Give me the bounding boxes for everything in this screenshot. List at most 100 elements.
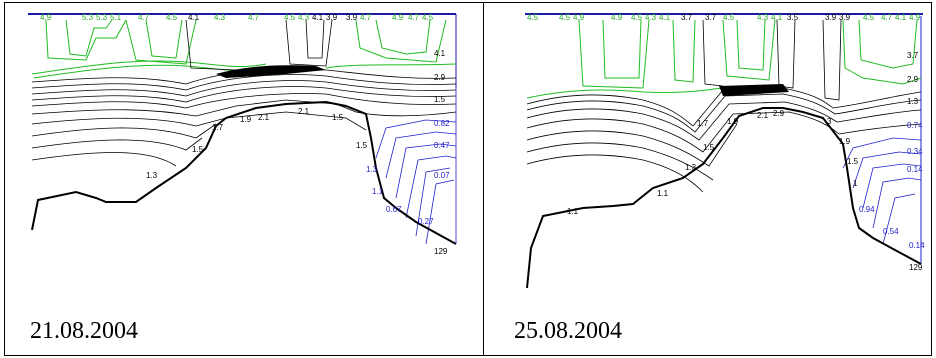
- inner-label: 2.1: [757, 111, 769, 120]
- top-label: 4.9: [573, 13, 585, 22]
- inner-label: 1.5: [847, 157, 859, 166]
- top-label: 4.5: [559, 13, 571, 22]
- top-label: 4.9: [392, 13, 404, 22]
- top-label: 4.7: [881, 13, 893, 22]
- dense-band: [719, 84, 789, 96]
- inner-label: 1: [853, 179, 858, 188]
- inner-label-group: 1.7 1.9 2.1 2.9 1.5 1.3 1.1 1.1 3 1.9 1.…: [567, 109, 925, 272]
- right-label-group: 4.1 2.9 1.5 0.82 0.47 0.07: [434, 49, 450, 180]
- top-label: 4.3: [645, 13, 657, 22]
- section-plot-1: 4.9 5.3 5.3 5.1 4.7 4.5 4.1 4.3 4.7 4.5 …: [26, 8, 466, 298]
- right-label: 2.9: [907, 75, 919, 84]
- inner-label: 1.3: [685, 163, 697, 172]
- top-label: 4.7: [138, 13, 150, 22]
- green-contours: [526, 19, 922, 99]
- top-label: 4.7: [408, 13, 420, 22]
- right-label: 0.07: [434, 171, 450, 180]
- top-label-group: 4.5 4.5 4.9 4.9 4.5 4.3 4.1 3.7 3.7 4.5 …: [527, 13, 921, 22]
- black-contours: [526, 19, 922, 193]
- inner-label: 1.5: [356, 141, 368, 150]
- top-label: 4.1: [312, 13, 324, 22]
- inner-label: 0.94: [859, 205, 875, 214]
- top-label: 4.7: [360, 13, 372, 22]
- top-label: 3.9: [326, 13, 338, 22]
- top-label: 3.9: [839, 13, 851, 22]
- inner-label: 1.7: [212, 123, 224, 132]
- top-label: 4.9: [909, 13, 921, 22]
- top-label: 4.5: [527, 13, 539, 22]
- inner-label: 1.1: [372, 187, 384, 196]
- dense-band: [216, 65, 326, 78]
- inner-label: 1.5: [192, 145, 204, 154]
- depth-label: 129: [909, 263, 923, 272]
- top-label: 3.5: [787, 13, 799, 22]
- inner-label: 0.14: [909, 241, 925, 250]
- top-label: 4.5: [284, 13, 296, 22]
- inner-label: 3: [827, 117, 832, 126]
- seabed-line: [31, 100, 457, 245]
- caption-date-2: 25.08.2004: [514, 318, 622, 344]
- inner-label: 1.3: [366, 165, 378, 174]
- right-label: 1.5: [434, 95, 446, 104]
- top-label: 4.3: [214, 13, 226, 22]
- top-label: 4.7: [248, 13, 260, 22]
- top-label: 5.3: [82, 13, 94, 22]
- blue-contours: [842, 137, 922, 245]
- top-label: 3.7: [681, 13, 693, 22]
- inner-label: 1.1: [567, 207, 579, 216]
- inner-label: 1.9: [727, 117, 739, 126]
- right-label: 1.3: [907, 97, 919, 106]
- section-plot-2-svg: 4.5 4.5 4.9 4.9 4.5 4.3 4.1 3.7 3.7 4.5 …: [525, 13, 925, 289]
- inner-label: 0.27: [418, 217, 434, 226]
- inner-label: 1.9: [240, 115, 252, 124]
- inner-label: 1.1: [657, 189, 669, 198]
- inner-label: 1.5: [332, 113, 344, 122]
- black-contours: [31, 19, 457, 167]
- inner-label: 2.1: [298, 107, 310, 116]
- right-label: 3.7: [907, 51, 919, 60]
- right-label: 0.82: [434, 119, 450, 128]
- top-label: 4.1: [771, 13, 783, 22]
- right-label: 0.14: [907, 165, 923, 174]
- inner-label-group: 1.7 1.9 2.1 2.1 1.5 1.5 1.3 1.5 1.3 1.1 …: [146, 107, 448, 256]
- depth-label: 129: [434, 247, 448, 256]
- seabed-line: [526, 107, 922, 289]
- right-label: 2.9: [434, 73, 446, 82]
- top-label: 4.5: [166, 13, 178, 22]
- right-label: 0.47: [434, 141, 450, 150]
- top-label: 3.9: [346, 13, 358, 22]
- section-plot-1-svg: 4.9 5.3 5.3 5.1 4.7 4.5 4.1 4.3 4.7 4.5 …: [28, 13, 457, 256]
- inner-label: 2.1: [258, 113, 270, 122]
- top-label-group: 4.9 5.3 5.3 5.1 4.7 4.5 4.1 4.3 4.7 4.5 …: [40, 13, 434, 22]
- top-label: 4.1: [895, 13, 907, 22]
- top-label: 4.5: [631, 13, 643, 22]
- caption-date-1: 21.08.2004: [30, 318, 138, 344]
- section-plot-2: 4.5 4.5 4.9 4.9 4.5 4.3 4.1 3.7 3.7 4.5 …: [508, 8, 936, 298]
- inner-label: 1.3: [146, 171, 158, 180]
- right-label: 4.1: [434, 49, 446, 58]
- blue-contours: [375, 88, 457, 245]
- top-label: 4.9: [611, 13, 623, 22]
- inner-label: 1.5: [703, 143, 715, 152]
- right-label: 0.34: [907, 147, 923, 156]
- inner-label: 0.54: [883, 227, 899, 236]
- top-label: 3.9: [825, 13, 837, 22]
- top-label: 4.3: [757, 13, 769, 22]
- top-label: 4.1: [659, 13, 671, 22]
- panel-divider: [483, 2, 484, 356]
- top-label: 4.9: [40, 13, 52, 22]
- top-label: 4.1: [188, 13, 200, 22]
- top-label: 4.5: [863, 13, 875, 22]
- top-label: 3.7: [705, 13, 717, 22]
- right-label: 0.74: [907, 121, 923, 130]
- top-label: 4.5: [422, 13, 434, 22]
- inner-label: 0.67: [386, 205, 402, 214]
- top-label: 4.3: [298, 13, 310, 22]
- inner-label: 1.9: [839, 137, 851, 146]
- top-label: 4.5: [723, 13, 735, 22]
- figure-frame: [4, 2, 932, 356]
- inner-label: 2.9: [773, 109, 785, 118]
- top-label: 5.3: [96, 13, 108, 22]
- inner-label: 1.7: [697, 119, 709, 128]
- right-label-group: 3.7 2.9 1.3 0.74 0.34 0.14: [907, 51, 923, 174]
